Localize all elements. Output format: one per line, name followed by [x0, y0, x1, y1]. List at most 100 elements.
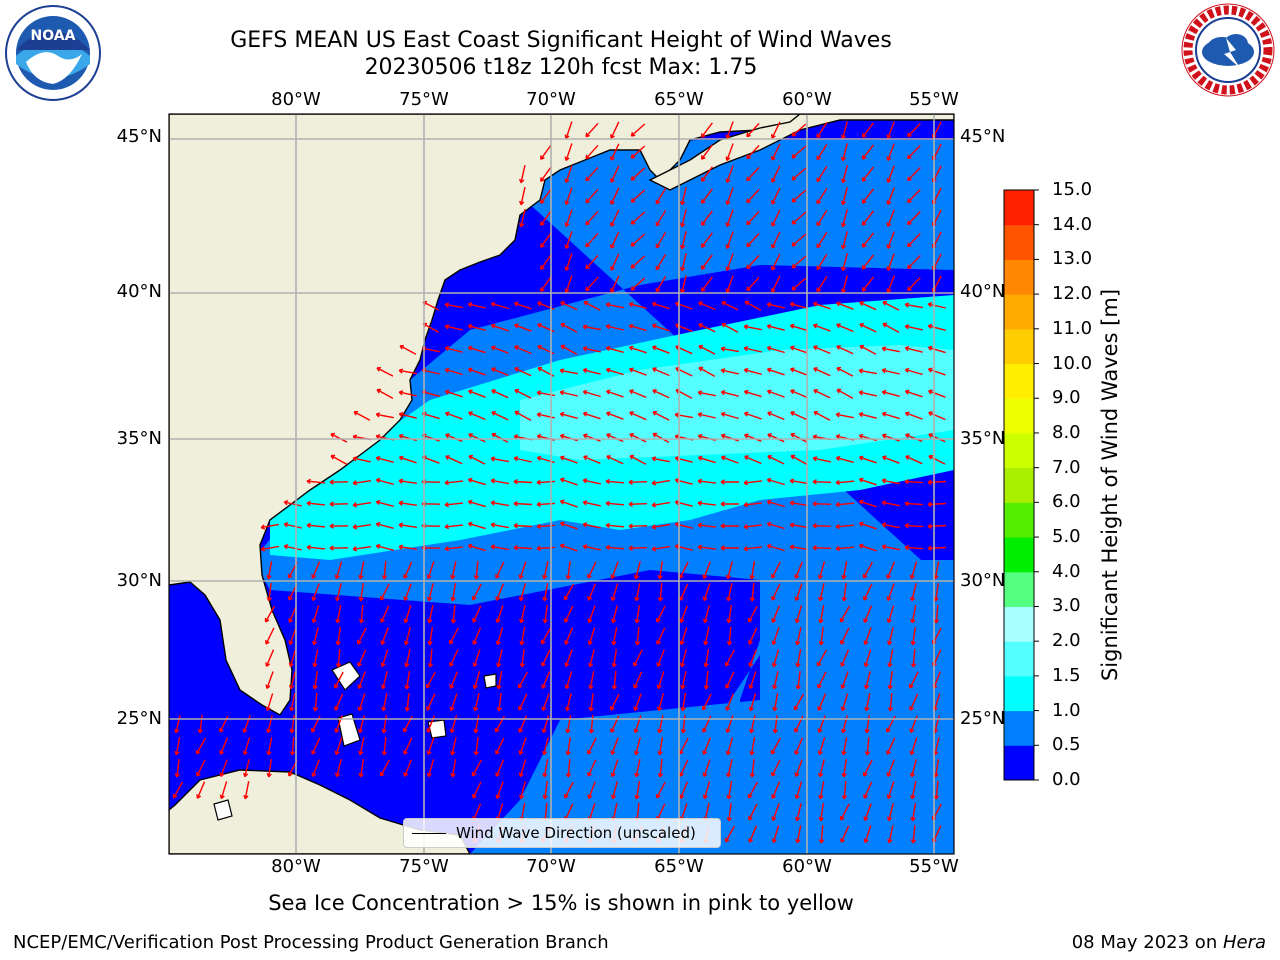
wind-wave-arrow: [886, 781, 895, 800]
wind-wave-arrow: [791, 189, 807, 203]
wind-wave-arrow: [398, 478, 418, 484]
wind-wave-arrow: [630, 255, 646, 269]
wave-band-peak: [520, 345, 954, 460]
wind-wave-arrow: [610, 231, 620, 249]
colorbar-segment: [1004, 502, 1034, 538]
wind-wave-arrow: [862, 759, 873, 777]
wind-wave-arrow: [565, 715, 572, 734]
wind-wave-arrow: [404, 692, 411, 712]
wind-wave-arrow: [795, 648, 802, 668]
wind-wave-arrow: [542, 780, 548, 800]
wind-wave-arrow: [858, 543, 877, 552]
wind-wave-arrow: [559, 477, 578, 486]
wind-wave-arrow: [491, 411, 509, 421]
wind-wave-arrow: [862, 561, 874, 579]
wind-wave-arrow: [817, 693, 827, 711]
wind-wave-arrow: [771, 583, 781, 601]
wind-wave-arrow: [927, 367, 946, 376]
wind-wave-arrow: [904, 478, 924, 485]
colorbar-tick-label: 0.0: [1052, 769, 1081, 790]
wind-wave-arrow: [403, 627, 411, 646]
wind-wave-arrow: [743, 346, 762, 353]
wind-wave-arrow: [656, 627, 666, 645]
wind-wave-arrow: [746, 188, 760, 204]
wind-wave-arrow: [582, 346, 601, 353]
wind-wave-arrow: [882, 322, 900, 334]
wind-wave-arrow: [473, 693, 480, 712]
wind-wave-arrow: [491, 367, 509, 377]
wind-wave-arrow: [770, 561, 781, 579]
wind-wave-arrow: [795, 627, 802, 646]
wind-wave-arrow: [881, 500, 900, 507]
wind-wave-arrow: [335, 605, 342, 624]
wind-wave-arrow: [702, 583, 711, 602]
wind-wave-arrow: [812, 479, 832, 485]
wind-wave-arrow: [490, 301, 509, 310]
wind-wave-arrow: [703, 648, 710, 668]
wind-wave-arrow: [335, 583, 342, 602]
wind-wave-arrow: [767, 433, 785, 443]
wind-wave-arrow: [605, 302, 624, 309]
wind-wave-arrow: [473, 714, 480, 734]
wind-wave-arrow: [559, 368, 578, 375]
wind-wave-arrow: [605, 544, 625, 551]
wind-wave-arrow: [863, 825, 872, 844]
wind-wave-arrow: [720, 479, 739, 485]
wind-wave-arrow: [490, 456, 510, 463]
wind-wave-arrow: [864, 693, 871, 712]
colorbar-tick-label: 1.5: [1052, 664, 1081, 686]
colorbar-segment: [1004, 363, 1034, 399]
wind-wave-arrow: [655, 253, 667, 271]
wind-wave-arrow: [816, 254, 828, 271]
wind-wave-arrow: [841, 737, 848, 756]
wind-wave-arrow: [403, 561, 413, 579]
wind-wave-arrow: [564, 605, 574, 623]
lon-tick-bottom: 80°W: [271, 856, 321, 877]
wind-wave-arrow: [725, 275, 734, 294]
wind-wave-arrow: [746, 122, 760, 138]
wind-wave-arrow: [698, 323, 716, 333]
wind-wave-arrow: [196, 781, 206, 799]
colorbar-segment: [1004, 259, 1034, 295]
wind-wave-arrow: [702, 759, 711, 778]
wind-wave-arrow: [835, 455, 854, 463]
wind-wave-arrow: [700, 122, 713, 138]
wind-wave-arrow: [610, 583, 619, 602]
wind-wave-arrow: [632, 649, 643, 667]
wind-wave-arrow: [587, 759, 597, 777]
wind-wave-arrow: [858, 477, 877, 486]
wind-wave-arrow: [380, 627, 389, 645]
wind-wave-arrow: [864, 714, 870, 734]
wind-wave-arrow: [886, 759, 895, 777]
wind-wave-arrow: [468, 454, 486, 465]
wind-wave-arrow: [656, 649, 665, 667]
wind-wave-arrow: [790, 367, 808, 376]
wind-wave-arrow: [904, 346, 923, 353]
wind-wave-arrow: [749, 736, 756, 756]
wind-wave-arrow: [743, 524, 762, 530]
wind-wave-arrow: [426, 561, 435, 580]
wind-wave-arrow: [771, 121, 781, 139]
wind-wave-arrow: [630, 211, 646, 225]
colorbar-segment: [1004, 328, 1034, 365]
wind-wave-arrow: [628, 479, 648, 485]
lat-tick-right: 25°N: [960, 708, 1006, 729]
wind-wave-arrow: [358, 561, 365, 580]
wind-wave-arrow: [744, 300, 762, 312]
wind-wave-arrow: [886, 253, 895, 271]
wind-wave-arrow: [749, 582, 756, 602]
wind-wave-arrow: [403, 737, 413, 755]
wind-wave-arrow: [467, 302, 486, 309]
wind-wave-arrow: [444, 479, 464, 486]
wind-wave-arrow: [863, 583, 873, 601]
wind-wave-arrow: [260, 523, 280, 530]
wind-wave-arrow: [311, 759, 320, 777]
wind-wave-arrow: [358, 737, 365, 756]
wind-wave-arrow: [927, 302, 946, 309]
wind-wave-arrow: [697, 500, 716, 506]
wind-wave-arrow: [725, 231, 734, 250]
colorbar: [1003, 189, 1039, 781]
wind-wave-arrow: [513, 456, 532, 463]
wind-wave-arrow: [358, 604, 365, 624]
chart-subtitle: 20230506 t18z 120h fcst Max: 1.75: [364, 55, 758, 80]
